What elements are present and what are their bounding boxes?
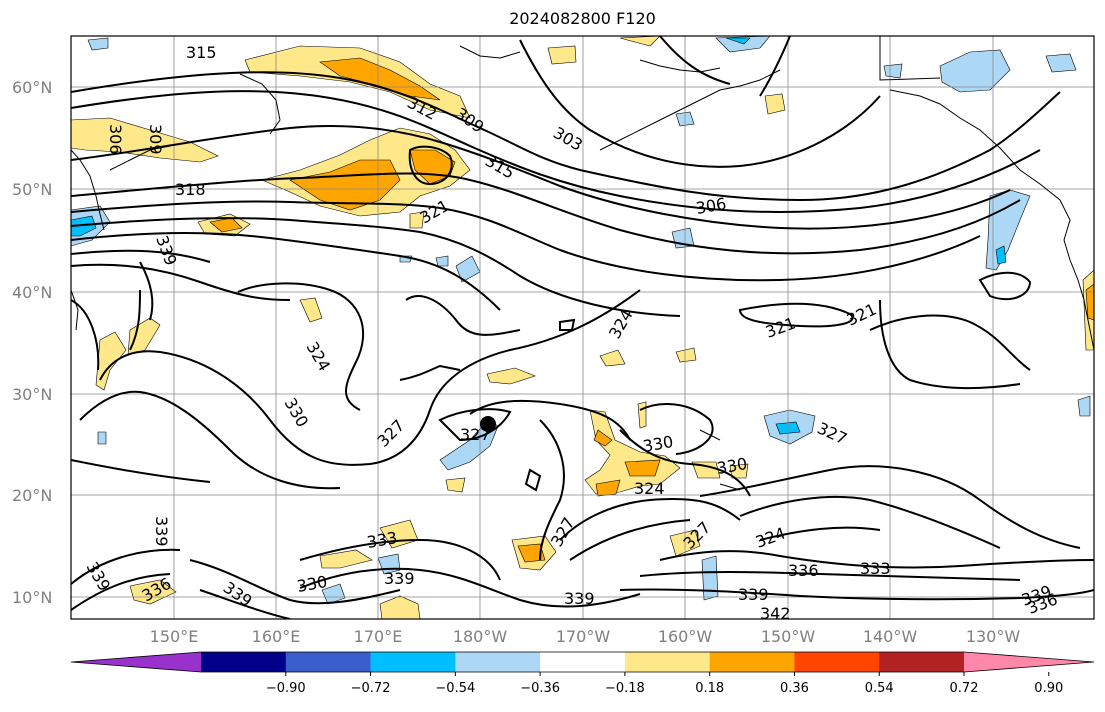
shade-yellow [675,347,697,363]
colorbar-bin [879,652,965,672]
contour-label: 333 [860,559,891,578]
shade-orange [209,217,243,233]
longitude-labels: 150°E 160°E 170°E 180°W 170°W 160°W 150°… [150,627,1021,646]
shade-yellow [129,579,177,605]
lon-label: 140°W [863,627,918,646]
shade-yellow [691,461,721,479]
contour-label: 309 [146,124,165,155]
shade-light-blue [715,36,771,53]
shade-light-blue [1045,53,1077,73]
lat-label: 40°N [12,283,52,302]
colorbar-tick-label: 0.36 [780,681,809,696]
lat-label: 60°N [12,78,52,97]
map-frame [70,35,1095,620]
contour-label: 339 [738,585,769,604]
colorbar-extend-min [71,652,201,672]
shade-yellow [547,45,577,65]
lat-label: 20°N [12,486,52,505]
shade-yellow [319,549,373,569]
colorbar-bin [709,652,795,672]
shade-orange [319,57,441,101]
shade-light-blue [97,431,107,445]
map-title: 2024082800 F120 [509,9,656,28]
shade-yellow [486,367,536,385]
colorbar-tick-label: −0.90 [266,681,306,696]
contour-label: 324 [634,479,665,498]
colorbar-tick-label: −0.36 [520,681,560,696]
shade-orange [1085,283,1094,321]
colorbar-extend-max [964,652,1094,672]
lon-label: 170°E [354,627,403,646]
lat-label: 30°N [12,385,52,404]
storm-position-marker [480,416,496,432]
shade-light-blue [883,63,903,79]
contour-label: 342 [760,604,791,623]
shade-yellow [445,477,466,493]
colorbar-tick-label: 0.54 [865,681,894,696]
shade-light-blue [939,49,1011,93]
contour-label: 315 [186,43,217,62]
colorbar-bin [624,652,711,672]
shade-yellow [127,317,161,356]
shade-light-blue [439,419,499,471]
contour-label: 339 [564,589,595,608]
lat-label: 10°N [12,588,52,607]
colorbar-bin [455,652,541,672]
colorbar-bin [370,652,456,672]
shade-yellow [599,349,626,367]
colorbar-tick-label: 0.90 [1034,681,1063,696]
lon-label: 180°W [453,627,508,646]
shade-deep-sky [725,37,751,45]
lon-label: 150°W [761,627,816,646]
latitude-labels: 60°N 50°N 40°N 30°N 20°N 10°N [12,78,52,607]
colorbar-tick-label: −0.72 [351,681,391,696]
shade-yellow [729,463,749,479]
coastlines [71,36,1094,491]
shade-light-blue [435,255,449,267]
shade-light-blue [1077,395,1091,417]
contour-label: 318 [175,180,206,199]
shade-yellow [619,36,661,47]
colorbar-bin [201,652,287,672]
shade-orange [624,459,661,477]
colorbar-tick-label: 0.18 [695,681,724,696]
colorbar: −0.90 −0.72 −0.54 −0.36 −0.18 0.18 0.36 0.54 0.7… [70,651,1095,696]
lon-label: 160°W [658,627,713,646]
contour-label: 336 [788,561,819,580]
colorbar-tick-label: 0.72 [950,681,979,696]
graticule [71,36,1094,619]
lon-label: 170°W [556,627,611,646]
colorbar-outline [70,651,1095,673]
isentrope-contours [71,36,1094,619]
shade-yellow [299,297,323,323]
shade-deep-sky [995,245,1007,265]
contour-label: 339 [384,569,415,588]
shade-orange [595,479,621,497]
colorbar-tick-label: −0.18 [605,681,645,696]
shade-deep-sky [71,215,97,237]
shade-light-blue [701,555,719,601]
colorbar-bin [285,652,372,672]
lon-label: 160°E [252,627,301,646]
colorbar-bin [794,652,880,672]
lat-label: 50°N [12,180,52,199]
contour-label: 306 [106,124,125,155]
shaded-fields [71,36,1094,619]
shade-yellow [409,211,425,229]
contour-label: 339 [152,516,171,547]
colorbar-bin [540,652,626,672]
lon-label: 130°W [966,627,1021,646]
shade-yellow [764,93,786,115]
shade-orange [593,429,613,447]
lon-label: 150°E [150,627,199,646]
shade-light-blue [321,583,346,605]
shade-light-blue [87,37,109,51]
shade-yellow [71,117,219,163]
shade-orange [517,543,546,563]
colorbar-tick-label: −0.54 [435,681,475,696]
